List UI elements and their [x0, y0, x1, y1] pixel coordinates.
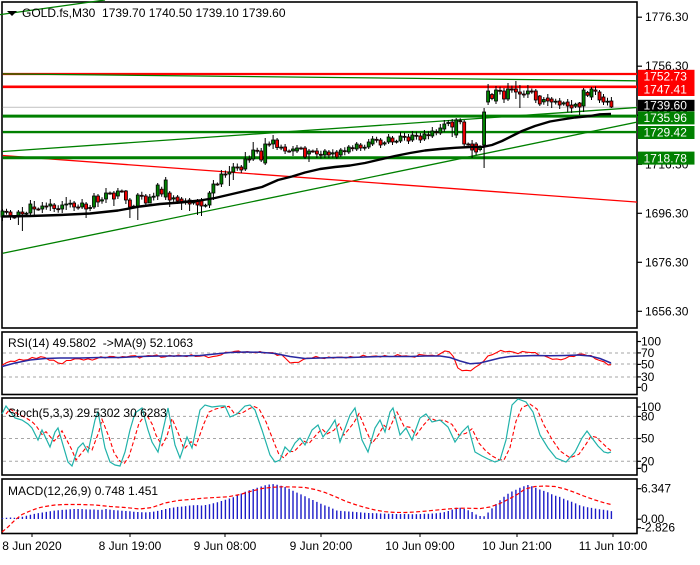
svg-text:8 Jun 19:00: 8 Jun 19:00	[99, 539, 162, 553]
svg-text:30: 30	[641, 370, 655, 384]
svg-text:1656.30: 1656.30	[645, 304, 689, 318]
svg-text:8 Jun 2020: 8 Jun 2020	[2, 539, 62, 553]
svg-text:10 Jun 09:00: 10 Jun 09:00	[385, 539, 455, 553]
svg-text:GOLD.fs,M30 1739.70 1740.50 1: GOLD.fs,M30 1739.70 1740.50 1739.10 1739…	[22, 6, 286, 20]
svg-text:100: 100	[641, 335, 661, 349]
svg-text:6.347: 6.347	[641, 482, 671, 496]
svg-text:1718.78: 1718.78	[644, 151, 688, 165]
svg-text:1735.96: 1735.96	[644, 111, 688, 125]
svg-text:RSI(14) 49.5802 ->MA(9) 52.10: RSI(14) 49.5802 ->MA(9) 52.1063	[8, 336, 193, 350]
svg-text:1756.30: 1756.30	[645, 59, 689, 73]
svg-text:1752.73: 1752.73	[644, 70, 688, 84]
svg-text:9 Jun 20:00: 9 Jun 20:00	[290, 539, 353, 553]
svg-text:1739.60: 1739.60	[644, 99, 688, 113]
svg-text:1676.30: 1676.30	[645, 255, 689, 269]
svg-text:70: 70	[641, 346, 655, 360]
svg-text:80: 80	[641, 409, 655, 423]
svg-text:MACD(12,26,9) 0.748 1.451: MACD(12,26,9) 0.748 1.451	[8, 484, 158, 498]
svg-text:10 Jun 21:00: 10 Jun 21:00	[482, 539, 552, 553]
svg-text:1696.30: 1696.30	[645, 206, 689, 220]
svg-text:100: 100	[641, 400, 661, 414]
svg-text:11 Jun 10:00: 11 Jun 10:00	[579, 539, 648, 553]
svg-text:0.00: 0.00	[641, 512, 665, 526]
svg-text:1747.41: 1747.41	[644, 83, 688, 97]
svg-text:0: 0	[641, 380, 648, 394]
svg-text:20: 20	[641, 454, 655, 468]
svg-text:0: 0	[641, 461, 648, 475]
svg-text:50: 50	[641, 357, 655, 371]
svg-text:Stoch(5,3,3) 29.5302 30.6283: Stoch(5,3,3) 29.5302 30.6283	[8, 406, 167, 420]
svg-text:-2.826: -2.826	[641, 521, 675, 535]
svg-text:9 Jun 08:00: 9 Jun 08:00	[194, 539, 257, 553]
svg-text:1776.30: 1776.30	[645, 10, 689, 24]
svg-text:1729.42: 1729.42	[644, 126, 688, 140]
svg-text:50: 50	[641, 432, 655, 446]
